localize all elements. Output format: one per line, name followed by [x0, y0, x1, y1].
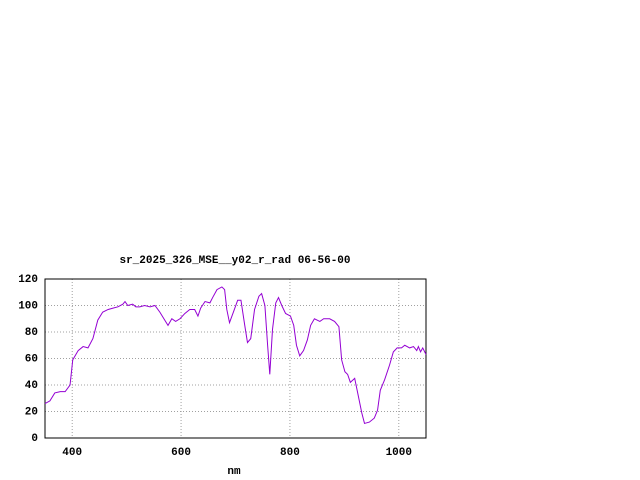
y-tick-label: 0	[31, 433, 38, 445]
y-tick-label: 100	[18, 300, 38, 312]
x-axis-label: nm	[227, 466, 241, 478]
data-line	[44, 286, 427, 425]
x-tick-label: 400	[62, 447, 82, 459]
x-tick-label: 600	[171, 447, 191, 459]
y-tick-label: 80	[25, 327, 38, 339]
chart-title: sr_2025_326_MSE__y02_r_rad 06-56-00	[119, 255, 350, 267]
x-tick-label: 800	[280, 447, 300, 459]
y-tick-label: 20	[25, 406, 38, 418]
y-tick-label: 60	[25, 353, 38, 365]
plot-border	[44, 278, 427, 439]
y-tick-label: 40	[25, 380, 38, 392]
x-tick-label: 1000	[386, 447, 412, 459]
y-tick-label: 120	[18, 274, 38, 286]
